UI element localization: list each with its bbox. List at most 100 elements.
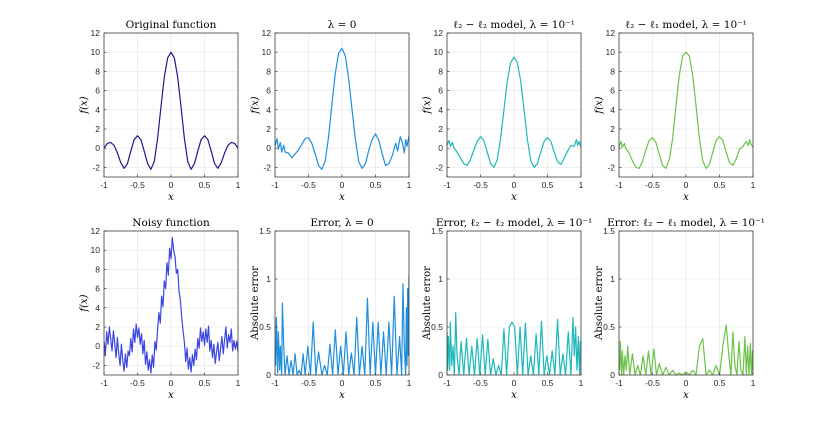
x-tick-label: -1 (100, 180, 108, 190)
y-tick-label: 0 (95, 341, 100, 351)
x-axis-label: x (683, 390, 689, 401)
x-axis-label: x (511, 390, 517, 401)
y-tick-label: 6 (438, 86, 443, 96)
x-tick-label: 1 (751, 378, 756, 388)
y-tick-label: 0 (438, 143, 443, 153)
y-tick-label: 12 (606, 28, 616, 38)
y-tick-label: 2 (266, 124, 271, 134)
x-tick-label: 0.5 (714, 180, 726, 190)
x-tick-label: -0.5 (301, 378, 316, 388)
x-tick-label: -1 (443, 180, 451, 190)
y-axis-label: Absolute error (250, 266, 261, 341)
x-tick-label: 1 (407, 378, 412, 388)
x-tick-label: 0.5 (370, 180, 382, 190)
chart-title: Error, λ = 0 (310, 217, 373, 229)
chart-title: Error: ℓ₂ − ℓ₁ model, λ = 10⁻¹ (607, 217, 765, 229)
x-tick-label: 0 (169, 378, 174, 388)
y-tick-label: 4 (438, 105, 443, 115)
y-tick-label: 0 (438, 370, 443, 380)
y-tick-label: 4 (610, 105, 615, 115)
y-tick-label: 0 (610, 143, 615, 153)
x-tick-label: 0.5 (542, 378, 554, 388)
x-tick-label: -1 (615, 180, 623, 190)
y-tick-label: 8 (438, 66, 443, 76)
x-axis-label: x (339, 192, 345, 203)
y-tick-label: 8 (610, 66, 615, 76)
y-tick-label: 4 (95, 105, 100, 115)
y-axis-label: Absolute error (422, 266, 433, 341)
subplot-noisy: -1 -0.5 0 0.5 1 -2 0 2 4 6 8 10 12 Noisy function x f(x… (79, 217, 241, 401)
subplot-l2l2: -1 -0.5 0 0.5 1 -2 0 2 4 6 8 10 12 ℓ₂ − ℓ₂ model, λ =… (422, 19, 584, 203)
x-tick-label: -0.5 (130, 378, 145, 388)
y-tick-label: 6 (95, 284, 100, 294)
y-tick-label: 0.5 (431, 322, 443, 332)
x-tick-label: 0 (340, 180, 345, 190)
y-tick-label: 1 (266, 274, 271, 284)
series-line (619, 324, 753, 375)
subplot-l2l1: -1 -0.5 0 0.5 1 -2 0 2 4 6 8 10 12 ℓ₂ − ℓ₁ model, λ =… (594, 19, 756, 203)
series-line (275, 274, 409, 375)
x-tick-label: 1 (407, 180, 412, 190)
y-tick-label: 1 (610, 274, 615, 284)
y-tick-label: -2 (263, 162, 271, 172)
x-axis-label: x (511, 192, 517, 203)
y-tick-label: -2 (92, 360, 100, 370)
x-tick-label: -1 (271, 180, 279, 190)
x-tick-label: -1 (100, 378, 108, 388)
y-tick-label: 10 (434, 47, 444, 57)
y-axis-label: f(x) (250, 96, 261, 114)
y-tick-label: 6 (266, 86, 271, 96)
y-tick-label: 2 (95, 124, 100, 134)
y-tick-label: 8 (95, 264, 100, 274)
y-tick-label: 6 (95, 86, 100, 96)
series-line (104, 237, 238, 374)
y-tick-label: 2 (438, 124, 443, 134)
y-tick-label: 8 (266, 66, 271, 76)
chart-title: ℓ₂ − ℓ₂ model, λ = 10⁻¹ (453, 19, 575, 31)
x-tick-label: -0.5 (130, 180, 145, 190)
y-tick-label: 2 (610, 124, 615, 134)
y-tick-label: 1.5 (431, 226, 443, 236)
y-tick-label: -2 (607, 162, 615, 172)
chart-title: λ = 0 (328, 19, 357, 31)
subplot-original: -1 -0.5 0 0.5 1 -2 0 2 4 6 8 10 12 Original function x… (79, 19, 241, 203)
series-line (447, 312, 581, 375)
y-tick-label: 0 (610, 370, 615, 380)
y-axis-label: f(x) (79, 294, 90, 312)
x-axis-label: x (168, 390, 174, 401)
y-tick-label: 10 (91, 245, 101, 255)
y-tick-label: 4 (266, 105, 271, 115)
y-tick-label: 2 (95, 322, 100, 332)
x-tick-label: 1 (236, 378, 241, 388)
x-tick-label: 0 (684, 378, 689, 388)
y-tick-label: 1.5 (603, 226, 615, 236)
x-tick-label: 1 (579, 378, 584, 388)
subplot-err_lambda0: -1 -0.5 0 0.5 1 0 0.5 1 1.5 Error, λ = 0 x Absolute… (250, 217, 412, 401)
series-line (619, 51, 753, 169)
x-tick-label: 0 (512, 180, 517, 190)
y-tick-label: -2 (92, 162, 100, 172)
x-tick-label: -1 (443, 378, 451, 388)
y-tick-label: -2 (435, 162, 443, 172)
x-tick-label: 1 (751, 180, 756, 190)
y-tick-label: 12 (434, 28, 444, 38)
y-axis-label: Absolute error (594, 266, 605, 341)
y-tick-label: 12 (91, 28, 101, 38)
y-tick-label: 10 (606, 47, 616, 57)
x-tick-label: -0.5 (473, 180, 488, 190)
x-tick-label: 0.5 (542, 180, 554, 190)
y-axis-label: f(x) (422, 96, 433, 114)
y-tick-label: 8 (95, 66, 100, 76)
series-line (275, 47, 409, 170)
y-tick-label: 0 (266, 370, 271, 380)
x-tick-label: -0.5 (645, 378, 660, 388)
x-tick-label: -0.5 (301, 180, 316, 190)
x-tick-label: -0.5 (473, 378, 488, 388)
y-tick-label: 1.5 (259, 226, 271, 236)
chart-title: Error, ℓ₂ − ℓ₂ model, λ = 10⁻¹ (436, 217, 592, 229)
y-tick-label: 12 (91, 226, 101, 236)
y-axis-label: f(x) (79, 96, 90, 114)
